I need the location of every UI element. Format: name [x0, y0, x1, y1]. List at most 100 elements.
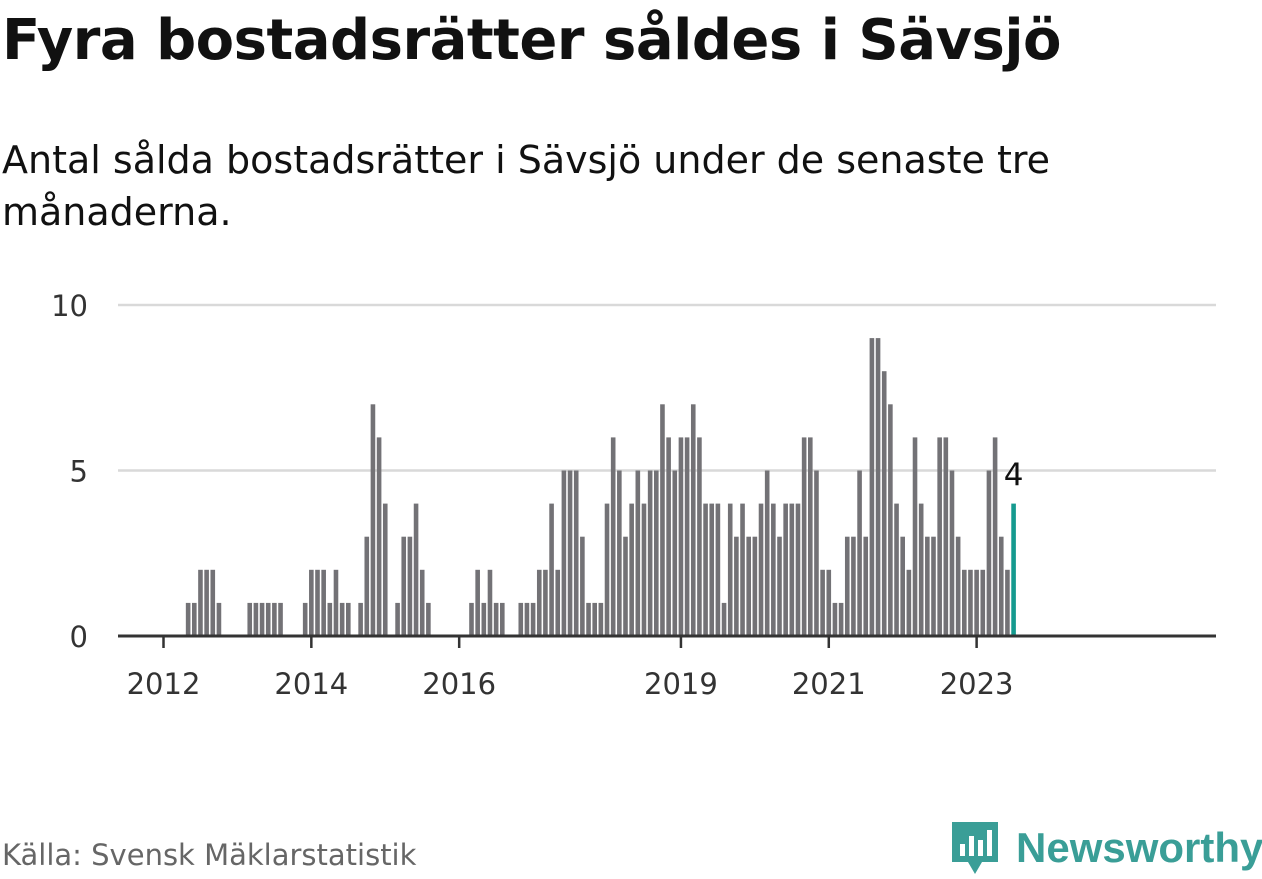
- bar: [549, 503, 554, 636]
- bar: [863, 536, 869, 636]
- bar: [666, 437, 671, 636]
- bar: [998, 536, 1004, 636]
- bar: [888, 404, 893, 636]
- bar: [727, 503, 733, 636]
- bar: [758, 503, 764, 636]
- bar: [690, 404, 696, 636]
- bar: [192, 602, 197, 636]
- bar: [912, 437, 918, 636]
- bar: [962, 569, 967, 636]
- bar: [697, 437, 702, 636]
- bar: [339, 602, 345, 636]
- bar: [580, 536, 585, 636]
- bar: [1005, 569, 1010, 636]
- bar: [555, 569, 561, 636]
- chart-subtitle: Antal sålda bostadsrätter i Sävsjö under…: [2, 138, 1051, 234]
- bar: [358, 602, 363, 636]
- bar: [857, 470, 862, 636]
- bar: [949, 470, 955, 636]
- bar: [346, 602, 351, 636]
- bar: [925, 536, 930, 636]
- bar: [777, 536, 782, 636]
- bar: [635, 470, 641, 636]
- bar: [826, 569, 832, 636]
- bar: [746, 536, 751, 636]
- bar: [469, 602, 474, 636]
- bar: [204, 569, 209, 636]
- bar: [968, 569, 973, 636]
- newsworthy-logo: Newsworthy: [948, 818, 1262, 878]
- bar: [481, 602, 487, 636]
- bar: [715, 503, 721, 636]
- bar: [617, 470, 622, 636]
- bar: [986, 470, 992, 636]
- bar: [734, 536, 739, 636]
- bar: [931, 536, 936, 636]
- bar: [820, 569, 825, 636]
- bar: [844, 536, 850, 636]
- bar: [185, 602, 191, 636]
- x-tick-label: 2012: [127, 667, 201, 701]
- bar: [395, 602, 400, 636]
- bar: [660, 404, 665, 636]
- bar: [641, 503, 647, 636]
- bar: [610, 437, 616, 636]
- bar: [881, 371, 887, 636]
- bar: [586, 602, 591, 636]
- bar: [740, 503, 745, 636]
- bar: [413, 503, 419, 636]
- bar: [678, 437, 684, 636]
- x-tick-label: 2016: [422, 667, 496, 701]
- x-tick-label: 2014: [274, 667, 348, 701]
- bar: [684, 437, 690, 636]
- bar: [518, 602, 524, 636]
- bar: [272, 602, 277, 636]
- bar: [265, 602, 271, 636]
- bar: [216, 602, 222, 636]
- bar: [629, 503, 634, 636]
- bar: [771, 503, 776, 636]
- bar: [838, 602, 844, 636]
- bar: [943, 437, 949, 636]
- bar: [604, 503, 610, 636]
- y-tick-label: 5: [70, 455, 88, 489]
- bar: [247, 602, 253, 636]
- bar: [808, 437, 813, 636]
- bar: [561, 470, 567, 636]
- y-tick-label: 10: [51, 289, 88, 323]
- bar: [937, 437, 942, 636]
- bar-highlight: [1011, 503, 1016, 636]
- bar: [894, 503, 899, 636]
- bar: [918, 503, 924, 636]
- bar: [795, 503, 801, 636]
- brand-name: Newsworthy: [1016, 824, 1262, 871]
- bar: [900, 536, 905, 636]
- bar: [654, 470, 659, 636]
- bar: [253, 602, 259, 636]
- bar: [573, 470, 579, 636]
- bar: [364, 536, 370, 636]
- axes: 0 5 10 4 2012 2014 2016 2019 2021 2023: [51, 289, 1216, 701]
- bar: [309, 569, 314, 636]
- bar: [376, 437, 382, 636]
- bar: [783, 503, 788, 636]
- bars: [185, 338, 1016, 636]
- bar: [814, 470, 819, 636]
- bar: [703, 503, 708, 636]
- y-tick-label: 0: [70, 620, 88, 654]
- bar: [592, 602, 597, 636]
- bar: [647, 470, 653, 636]
- x-tick-label: 2023: [940, 667, 1014, 701]
- bar: [278, 602, 283, 636]
- bar: [543, 569, 548, 636]
- bar: [259, 602, 265, 636]
- bar: [500, 602, 505, 636]
- bar: [407, 536, 413, 636]
- bar: [955, 536, 961, 636]
- x-tick-label: 2019: [644, 667, 718, 701]
- highlight-value-label: 4: [1004, 458, 1024, 494]
- bar: [321, 569, 326, 636]
- bar: [333, 569, 339, 636]
- bar: [567, 470, 573, 636]
